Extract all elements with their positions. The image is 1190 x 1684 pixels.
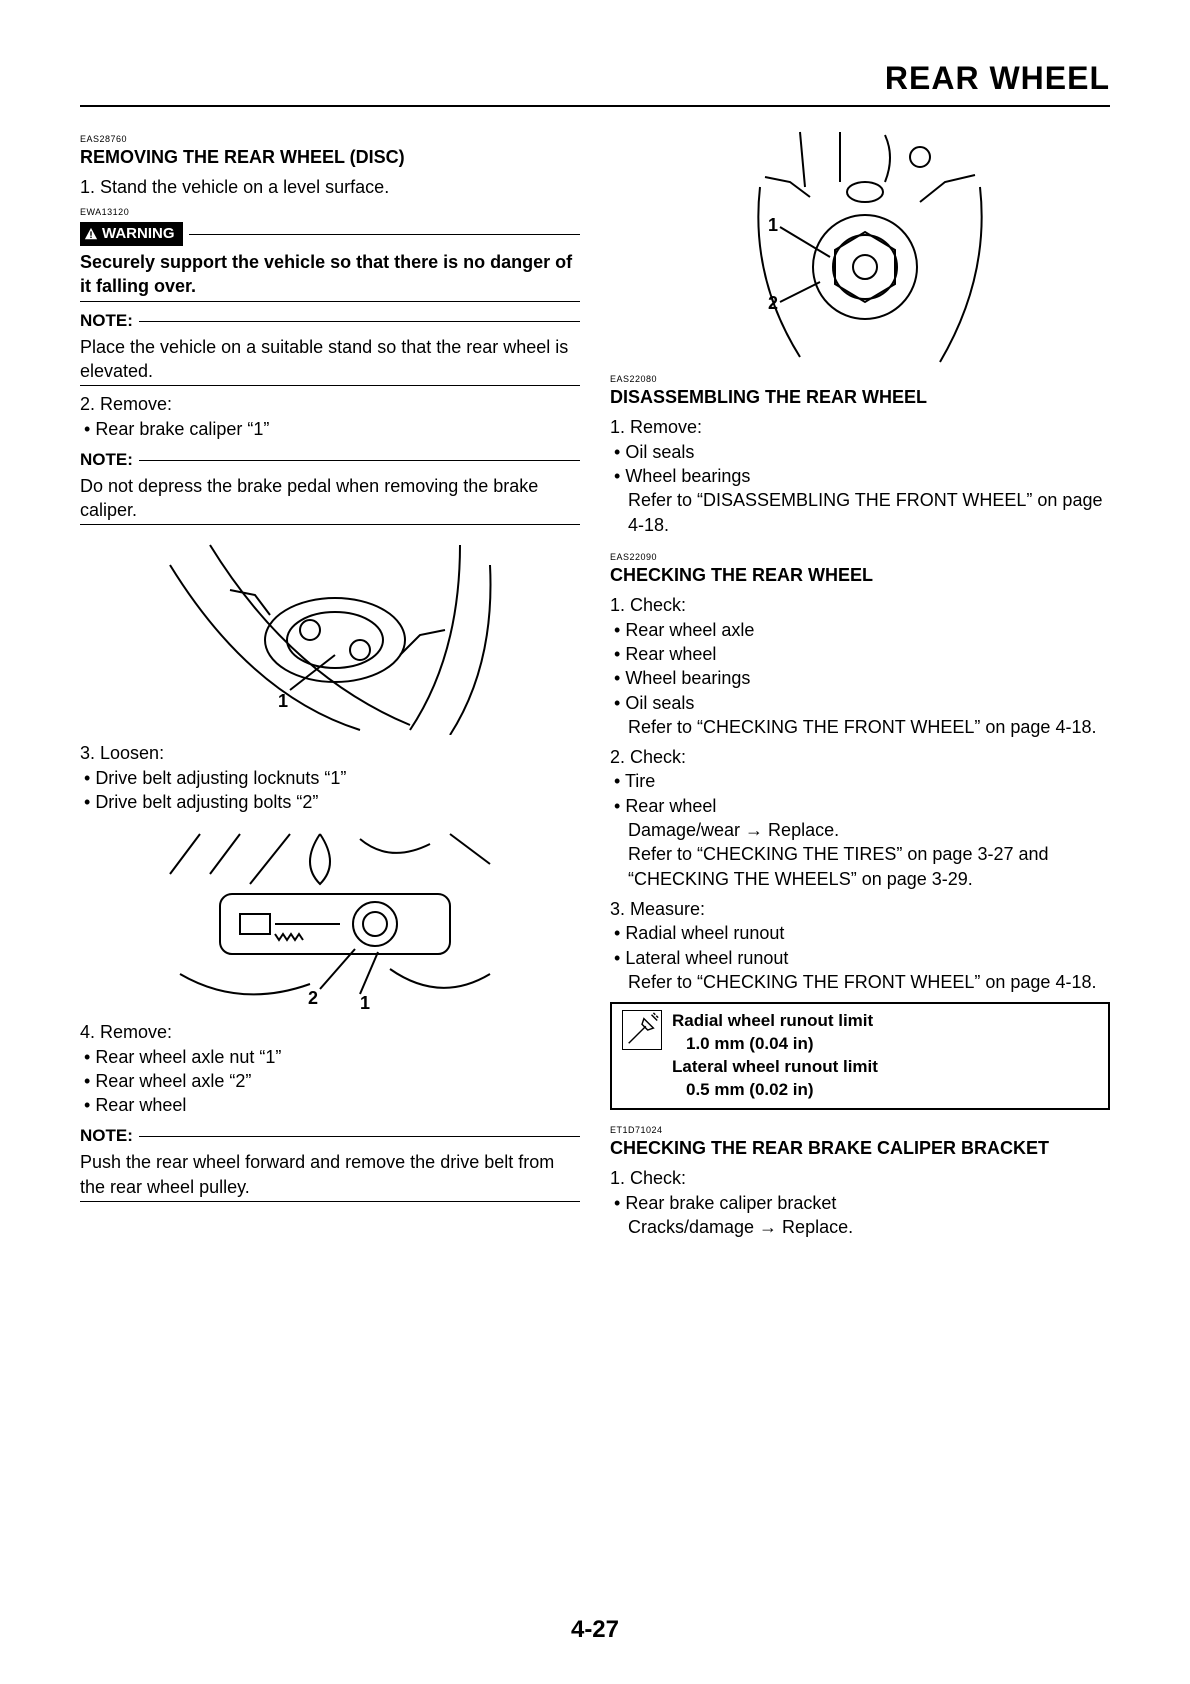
note-label: NOTE:	[80, 1125, 133, 1148]
warning-rule	[189, 234, 581, 235]
step-4: 4. Remove:	[80, 1020, 580, 1044]
step-1: 1. Remove:	[610, 415, 1110, 439]
content-columns: EAS28760 REMOVING THE REAR WHEEL (DISC) …	[80, 127, 1110, 1239]
step-1: 1. Stand the vehicle on a level surface.	[80, 175, 580, 199]
left-column: EAS28760 REMOVING THE REAR WHEEL (DISC) …	[80, 127, 580, 1239]
section-heading-bracket: CHECKING THE REAR BRAKE CALIPER BRACKET	[610, 1136, 1110, 1160]
note-rule	[139, 321, 580, 322]
section-code: EAS28760	[80, 133, 580, 145]
check-1-b4: Oil seals	[610, 691, 1110, 715]
note-rule	[139, 460, 580, 461]
bracket-b1: Rear brake caliper bracket	[610, 1191, 1110, 1215]
check-2-ref: Refer to “CHECKING THE TIRES” on page 3-…	[610, 842, 1110, 891]
divider	[80, 385, 580, 386]
bullet-wheel-bearings: Wheel bearings	[610, 464, 1110, 488]
note-text-2: Do not depress the brake pedal when remo…	[80, 474, 580, 523]
check-1-b3: Wheel bearings	[610, 666, 1110, 690]
callout-2: 2	[768, 293, 778, 313]
spec-2-label: Lateral wheel runout limit	[672, 1056, 878, 1079]
spec-box: Radial wheel runout limit 1.0 mm (0.04 i…	[610, 1002, 1110, 1110]
step-3: 3. Loosen:	[80, 741, 580, 765]
section-code: EAS22080	[610, 373, 1110, 385]
note-text-3: Push the rear wheel forward and remove t…	[80, 1150, 580, 1199]
step-2-bullet-1: Rear brake caliper “1”	[80, 417, 580, 441]
measure-3-b2: Lateral wheel runout	[610, 946, 1110, 970]
callout-1: 1	[768, 215, 778, 235]
note-row-1: NOTE:	[80, 310, 580, 333]
warning-text: Securely support the vehicle so that the…	[80, 250, 580, 299]
note-row-2: NOTE:	[80, 449, 580, 472]
step-4-bullet-2: Rear wheel axle “2”	[80, 1069, 580, 1093]
spec-tool-icon	[622, 1010, 662, 1050]
callout-1: 1	[360, 993, 370, 1013]
warning-label: WARNING	[102, 224, 175, 244]
check-1-b1: Rear wheel axle	[610, 618, 1110, 642]
check-2-b2: Rear wheel	[610, 794, 1110, 818]
divider	[80, 301, 580, 302]
section-heading-disassembling: DISASSEMBLING THE REAR WHEEL	[610, 385, 1110, 409]
check-1-b2: Rear wheel	[610, 642, 1110, 666]
measure-3-b1: Radial wheel runout	[610, 921, 1110, 945]
check-1-ref: Refer to “CHECKING THE FRONT WHEEL” on p…	[610, 715, 1110, 739]
spec-2-value: 0.5 mm (0.02 in)	[672, 1079, 878, 1102]
spec-1-label: Radial wheel runout limit	[672, 1010, 878, 1033]
bracket-step-1: 1. Check:	[610, 1166, 1110, 1190]
note-label: NOTE:	[80, 310, 133, 333]
step-3-bullet-2: Drive belt adjusting bolts “2”	[80, 790, 580, 814]
spec-text: Radial wheel runout limit 1.0 mm (0.04 i…	[672, 1010, 878, 1102]
step-4-bullet-1: Rear wheel axle nut “1”	[80, 1045, 580, 1069]
section-code: EAS22090	[610, 551, 1110, 563]
step-4-bullet-3: Rear wheel	[80, 1093, 580, 1117]
callout-1: 1	[278, 691, 288, 711]
note-text-1: Place the vehicle on a suitable stand so…	[80, 335, 580, 384]
figure-axle-nut: 1 2	[690, 127, 1030, 367]
figure-adjusting-bolts: 2 1	[160, 824, 500, 1014]
note-row-3: NOTE:	[80, 1125, 580, 1148]
check-2-damage: Damage/wear → Replace.	[610, 818, 1110, 842]
spec-1-value: 1.0 mm (0.04 in)	[672, 1033, 878, 1056]
note-rule	[139, 1136, 580, 1137]
measure-3: 3. Measure:	[610, 897, 1110, 921]
measure-3-ref: Refer to “CHECKING THE FRONT WHEEL” on p…	[610, 970, 1110, 994]
check-2: 2. Check:	[610, 745, 1110, 769]
callout-2: 2	[308, 988, 318, 1008]
section-heading-checking: CHECKING THE REAR WHEEL	[610, 563, 1110, 587]
check-2-b1: Tire	[610, 769, 1110, 793]
refer-text: Refer to “DISASSEMBLING THE FRONT WHEEL”…	[610, 488, 1110, 537]
warning-triangle-icon	[84, 227, 98, 241]
bullet-oil-seals: Oil seals	[610, 440, 1110, 464]
section-code: ET1D71024	[610, 1124, 1110, 1136]
warning-code: EWA13120	[80, 206, 580, 218]
step-3-bullet-1: Drive belt adjusting locknuts “1”	[80, 766, 580, 790]
warning-bar: WARNING	[80, 222, 580, 246]
divider	[80, 524, 580, 525]
bracket-damage: Cracks/damage → Replace.	[610, 1215, 1110, 1239]
step-2: 2. Remove:	[80, 392, 580, 416]
note-label: NOTE:	[80, 449, 133, 472]
page-number: 4-27	[0, 1616, 1190, 1644]
section-heading-removing: REMOVING THE REAR WHEEL (DISC)	[80, 145, 580, 169]
warning-badge: WARNING	[80, 222, 183, 246]
divider	[80, 1201, 580, 1202]
check-1: 1. Check:	[610, 593, 1110, 617]
right-column: 1 2 EAS22080 DISASSEMBLING THE REAR WHEE…	[610, 127, 1110, 1239]
page-header: REAR WHEEL	[80, 60, 1110, 107]
figure-brake-caliper: 1	[160, 535, 500, 735]
